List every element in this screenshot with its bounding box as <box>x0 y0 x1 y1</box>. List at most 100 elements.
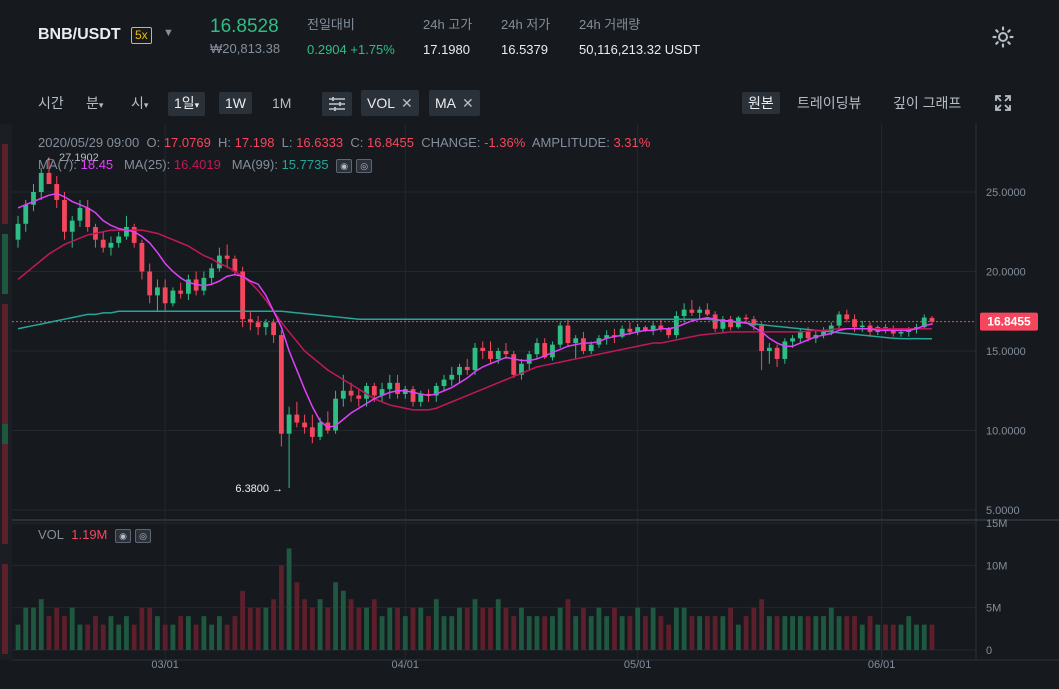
candle-body <box>890 330 896 334</box>
interval-time[interactable]: 시간 <box>38 95 64 111</box>
volume-bar <box>93 616 98 650</box>
time-axis: 03/01 04/01 05/01 06/01 <box>151 659 895 671</box>
volume-bar <box>271 599 277 650</box>
candle-body <box>650 325 656 331</box>
volume-bar <box>588 616 594 650</box>
volume-bar <box>255 607 261 650</box>
candlestick-chart[interactable]: 16.8455 25.0000 20.0000 15.0000 10.0000 5.00… <box>0 124 1059 689</box>
candle-body <box>402 389 408 394</box>
expand-icon[interactable] <box>994 94 1012 112</box>
candle-body <box>240 271 246 320</box>
candle-body <box>797 331 803 339</box>
last-price: 16.8528 <box>210 16 279 37</box>
volume-bar <box>774 616 780 650</box>
left-edge-strip <box>0 124 12 660</box>
volume-bar <box>635 607 641 650</box>
candle-body <box>480 347 486 351</box>
candle-body <box>116 236 122 243</box>
low-value: 16.6333 <box>296 135 344 150</box>
volume-bar <box>155 616 160 650</box>
candle-body <box>395 382 400 394</box>
leverage-badge[interactable]: 5x <box>131 27 152 44</box>
view-depth[interactable]: 깊이 그래프 <box>893 95 962 111</box>
volume-bar <box>472 599 478 650</box>
low-marker: 6.3800 → <box>235 483 283 495</box>
pair-name[interactable]: BNB/USDT <box>38 26 121 43</box>
candle-body <box>371 385 377 396</box>
volume-bar <box>124 616 129 650</box>
eye-icon[interactable]: ◉ <box>336 158 353 173</box>
volume-bar <box>867 616 873 650</box>
volume-bar <box>914 624 919 650</box>
candle-body <box>681 309 687 317</box>
close-icon[interactable]: ✕ <box>401 95 413 111</box>
volume-bar <box>495 599 501 650</box>
volume-bar <box>449 616 455 650</box>
ma7-value: 18.45 <box>80 157 114 172</box>
volume-bar <box>23 607 29 650</box>
candle-body <box>805 331 811 339</box>
eye-icon[interactable]: ◉ <box>115 528 132 543</box>
view-tradingview[interactable]: 트레이딩뷰 <box>797 95 862 111</box>
volume-bar <box>542 616 548 650</box>
volume-bar <box>410 607 416 650</box>
interval-month[interactable]: 1M <box>272 95 292 111</box>
candle-body <box>472 347 478 371</box>
ma7-label: MA(7): <box>38 157 77 172</box>
candle-body <box>201 277 207 291</box>
volume-bar <box>263 607 269 650</box>
candle-body <box>728 319 734 328</box>
volume-bar <box>402 616 408 650</box>
ma25-value: 16.4019 <box>173 157 221 172</box>
candle-body <box>666 328 672 336</box>
volume-bar <box>209 624 215 650</box>
chevron-down-icon[interactable]: ▼ <box>163 27 174 39</box>
candle-body <box>712 314 718 329</box>
volume-bar <box>31 607 36 650</box>
candle-body <box>929 317 935 322</box>
candle-body <box>495 351 501 359</box>
ma-indicator-chip[interactable]: MA ✕ <box>429 90 480 116</box>
candle-body <box>294 414 300 423</box>
candle-body <box>743 317 749 320</box>
interval-day-dropdown[interactable]: 1일▾ <box>168 92 206 116</box>
interval-week[interactable]: 1W <box>219 92 252 114</box>
volume-bars <box>15 548 935 650</box>
interval-hour-dropdown[interactable]: 시▾ <box>131 94 148 114</box>
view-original[interactable]: 원본 <box>742 92 780 114</box>
volume-bar <box>325 607 331 650</box>
candle-body <box>286 414 292 434</box>
stat-value: 50,116,213.32 USDT <box>579 42 701 57</box>
candle-body <box>488 351 493 359</box>
sliders-icon[interactable] <box>322 92 352 116</box>
candle-body <box>619 328 625 337</box>
vol-indicator-chip[interactable]: VOL ✕ <box>361 90 419 116</box>
interval-minute-dropdown[interactable]: 분▾ <box>86 94 103 114</box>
candle-body <box>836 314 842 326</box>
candle-body <box>356 395 362 399</box>
stat-value: 0.2904 +1.75% <box>307 42 395 57</box>
candle-body <box>790 338 795 342</box>
volume-bar <box>821 616 826 650</box>
gear-icon[interactable] <box>992 26 1014 48</box>
volume-bar <box>147 607 153 650</box>
price-tick-label: 25.0000 <box>986 187 1026 199</box>
volume-bar <box>371 599 377 650</box>
candle-body <box>697 309 703 313</box>
last-price-tag-label: 16.8455 <box>987 315 1031 329</box>
volume-bar <box>627 616 633 650</box>
volume-bar <box>457 607 462 650</box>
candle-body <box>464 366 470 371</box>
candle-body <box>751 319 757 326</box>
volume-bar <box>743 616 749 650</box>
close-icon[interactable]: ✕ <box>462 95 474 111</box>
time-tick-label: 05/01 <box>624 659 652 671</box>
settings-icon[interactable]: ◎ <box>356 158 373 173</box>
volume-bar <box>929 624 935 650</box>
candle-body <box>348 390 354 396</box>
volume-bar <box>697 616 703 650</box>
volume-bar <box>735 624 741 650</box>
volume-bar <box>790 616 795 650</box>
low-label: L: <box>281 135 293 150</box>
settings-icon[interactable]: ◎ <box>135 528 152 543</box>
